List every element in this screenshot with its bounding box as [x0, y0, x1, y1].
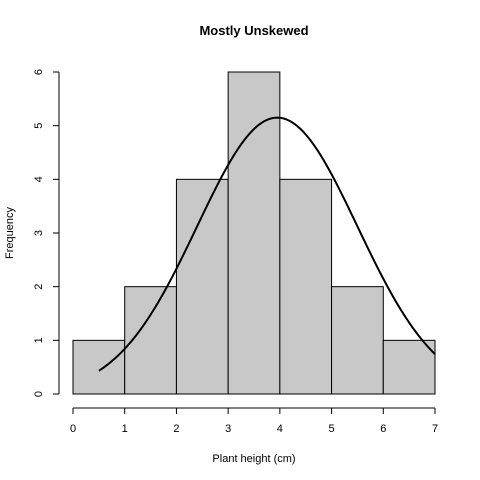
x-tick-label-4: 4 — [277, 423, 283, 435]
x-tick-label-0: 0 — [70, 423, 76, 435]
y-tick-label-4: 4 — [33, 176, 45, 182]
x-tick-label-5: 5 — [329, 423, 335, 435]
x-tick-label-6: 6 — [380, 423, 386, 435]
y-tick-label-1: 1 — [33, 337, 45, 343]
density-curve — [98, 116, 436, 372]
y-tick-label-0: 0 — [33, 391, 45, 397]
x-tick-label-1: 1 — [122, 423, 128, 435]
y-tick-label-2: 2 — [33, 284, 45, 290]
histogram-bar-5 — [331, 286, 384, 395]
x-tick-label-2: 2 — [173, 423, 179, 435]
x-tick-label-3: 3 — [225, 423, 231, 435]
histogram-bar-3 — [227, 71, 281, 395]
bars-group — [72, 71, 436, 395]
y-tick-label-3: 3 — [33, 230, 45, 236]
y-tick-label-6: 6 — [33, 69, 45, 75]
x-tick-label-7: 7 — [432, 423, 438, 435]
y-tick-label-5: 5 — [33, 123, 45, 129]
histogram-bar-2 — [175, 178, 229, 395]
y-axis: 0 1 2 3 4 5 6 — [33, 69, 60, 397]
histogram-bar-4 — [279, 178, 333, 395]
x-axis: 0 1 2 3 4 5 6 7 — [70, 407, 438, 435]
histogram-bar-0 — [72, 339, 126, 395]
chart-title: Mostly Unskewed — [199, 23, 308, 38]
x-axis-label: Plant height (cm) — [212, 453, 295, 465]
histogram-bar-6 — [382, 339, 436, 395]
y-axis-label: Frequency — [4, 207, 16, 259]
